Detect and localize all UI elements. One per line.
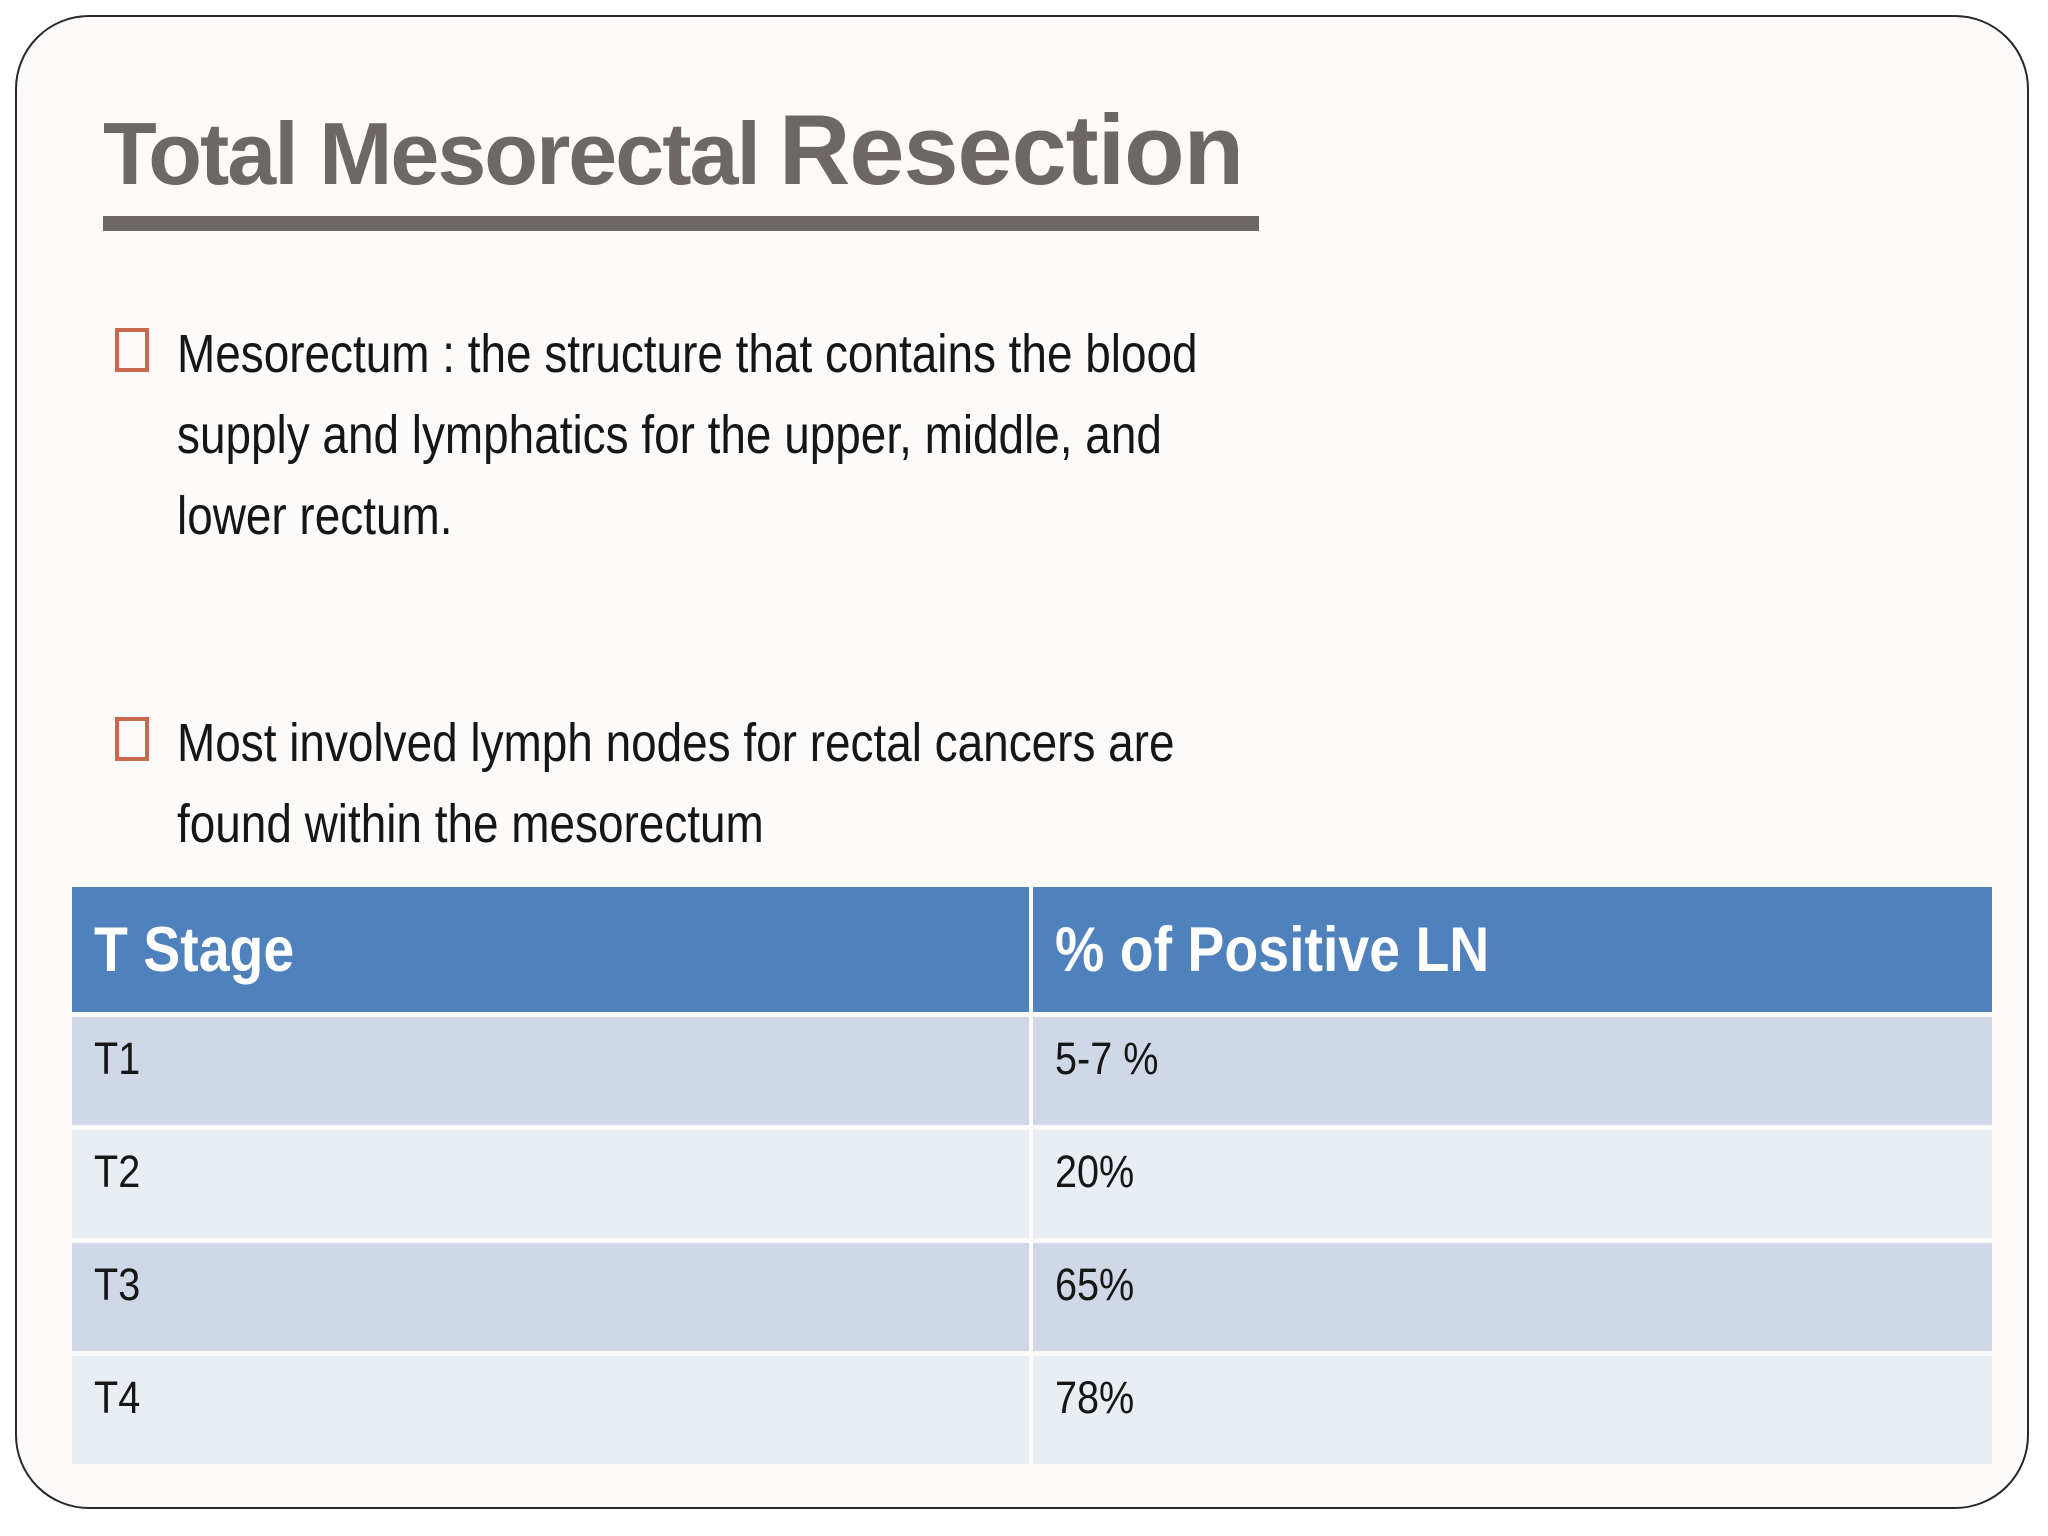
t-stage-table: T Stage % of Positive LN T1 5-7 % T2 (72, 887, 1992, 1464)
title-part-1: Total Mesorectal (103, 104, 761, 203)
table-row-t1: T1 5-7 % (72, 1017, 1992, 1125)
cell-percent: 5-7 % (1055, 1033, 1159, 1084)
table-row-t3: T3 65% (72, 1243, 1992, 1351)
table-row-t2: T2 20% (72, 1130, 1992, 1238)
bullet-item-lymph-nodes: Most involved lymph nodes for rectal can… (115, 703, 1797, 865)
title-part-2: Resection (778, 94, 1244, 205)
bullet-text: Most involved lymph nodes for rectal can… (177, 713, 1175, 854)
bullet-text: Mesorectum : the structure that contains… (177, 324, 1198, 546)
cell-t-stage: T3 (72, 1243, 1033, 1351)
page-title: Total Mesorectal Resection (103, 94, 1260, 231)
cell-t-stage: T2 (72, 1130, 1033, 1238)
cell-percent: 20% (1055, 1146, 1135, 1197)
cell-percent: 65% (1055, 1259, 1135, 1310)
table-header-row: T Stage % of Positive LN (72, 887, 1992, 1012)
header-cell-t-stage: T Stage (72, 887, 1033, 1012)
slide-frame: Total Mesorectal Resection Mesorectum : t… (15, 15, 2029, 1509)
bullet-square-icon (115, 717, 149, 761)
bullet-square-icon (115, 328, 149, 372)
cell-t-stage: T4 (72, 1356, 1033, 1464)
bullet-item-mesorectum: Mesorectum : the structure that contains… (115, 314, 1797, 557)
header-cell-positive-ln: % of Positive LN (1055, 914, 1490, 985)
table-row-t4: T4 78% (72, 1356, 1992, 1464)
cell-t-stage: T1 (72, 1017, 1033, 1125)
cell-percent: 78% (1055, 1372, 1135, 1423)
